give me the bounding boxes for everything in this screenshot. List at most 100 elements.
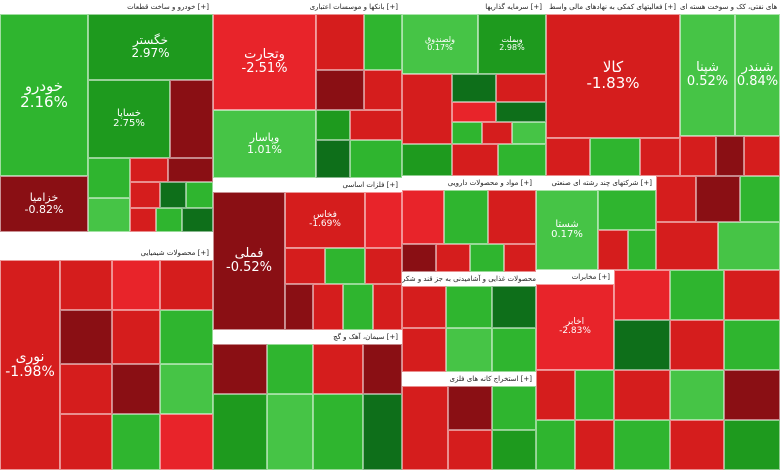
minor-stock-tile[interactable]: [718, 222, 780, 270]
sector-header[interactable]: سرمایه گذاریها [+]: [402, 0, 546, 14]
minor-stock-tile[interactable]: [130, 158, 168, 182]
minor-stock-tile[interactable]: [716, 136, 744, 176]
minor-stock-tile[interactable]: [446, 328, 492, 372]
minor-stock-tile[interactable]: [60, 310, 112, 364]
minor-stock-tile[interactable]: [696, 176, 740, 222]
minor-stock-tile[interactable]: [60, 364, 112, 414]
minor-stock-tile[interactable]: [402, 190, 444, 244]
minor-stock-tile[interactable]: [590, 138, 640, 176]
minor-stock-tile[interactable]: [492, 386, 536, 430]
minor-stock-tile[interactable]: [452, 74, 496, 102]
stock-tile[interactable]: وتجارت -2.51%: [213, 14, 316, 110]
minor-stock-tile[interactable]: [492, 328, 536, 372]
minor-stock-tile[interactable]: [492, 430, 536, 470]
minor-stock-tile[interactable]: [402, 328, 446, 372]
minor-stock-tile[interactable]: [130, 182, 160, 208]
minor-stock-tile[interactable]: [724, 320, 780, 370]
minor-stock-tile[interactable]: [343, 284, 373, 330]
minor-stock-tile[interactable]: [628, 230, 656, 270]
stock-tile[interactable]: کالا -1.83%: [546, 14, 680, 138]
sector-header[interactable]: مخابرات [+]: [536, 270, 614, 284]
stock-tile[interactable]: خساپا 2.75%: [88, 80, 170, 158]
minor-stock-tile[interactable]: [316, 14, 364, 70]
minor-stock-tile[interactable]: [512, 122, 546, 144]
sector-header[interactable]: فراورده های نفتی، کک و سوخت هسته ای [+]: [680, 0, 780, 14]
minor-stock-tile[interactable]: [160, 260, 213, 310]
minor-stock-tile[interactable]: [364, 14, 402, 70]
minor-stock-tile[interactable]: [402, 144, 452, 176]
minor-stock-tile[interactable]: [267, 344, 313, 394]
minor-stock-tile[interactable]: [313, 284, 343, 330]
minor-stock-tile[interactable]: [267, 394, 313, 470]
minor-stock-tile[interactable]: [364, 70, 402, 110]
minor-stock-tile[interactable]: [536, 370, 575, 420]
stock-tile[interactable]: اخابر -2.83%: [536, 284, 614, 370]
minor-stock-tile[interactable]: [402, 286, 446, 328]
minor-stock-tile[interactable]: [470, 244, 504, 272]
stock-tile[interactable]: خودرو 2.16%: [0, 14, 88, 176]
minor-stock-tile[interactable]: [402, 74, 452, 144]
sector-header[interactable]: محصولات غذایی و آشامیدنی به جز قند و شکر…: [402, 272, 536, 286]
minor-stock-tile[interactable]: [575, 370, 614, 420]
stock-tile[interactable]: نوری -1.98%: [0, 260, 60, 470]
sector-header[interactable]: سیمان، آهک و گچ [+]: [213, 330, 402, 344]
minor-stock-tile[interactable]: [614, 270, 670, 320]
minor-stock-tile[interactable]: [496, 74, 546, 102]
minor-stock-tile[interactable]: [363, 394, 402, 470]
minor-stock-tile[interactable]: [614, 320, 670, 370]
minor-stock-tile[interactable]: [482, 122, 512, 144]
minor-stock-tile[interactable]: [170, 80, 213, 158]
minor-stock-tile[interactable]: [448, 386, 492, 430]
minor-stock-tile[interactable]: [285, 284, 313, 330]
minor-stock-tile[interactable]: [452, 122, 482, 144]
minor-stock-tile[interactable]: [598, 190, 656, 230]
minor-stock-tile[interactable]: [504, 244, 536, 272]
minor-stock-tile[interactable]: [365, 248, 402, 284]
minor-stock-tile[interactable]: [740, 176, 780, 222]
minor-stock-tile[interactable]: [656, 176, 696, 222]
minor-stock-tile[interactable]: [213, 344, 267, 394]
stock-tile[interactable]: شپنا 0.52%: [680, 14, 735, 136]
minor-stock-tile[interactable]: [160, 364, 213, 414]
minor-stock-tile[interactable]: [112, 310, 160, 364]
minor-stock-tile[interactable]: [60, 414, 112, 470]
minor-stock-tile[interactable]: [496, 102, 546, 122]
minor-stock-tile[interactable]: [670, 270, 724, 320]
minor-stock-tile[interactable]: [444, 190, 488, 244]
minor-stock-tile[interactable]: [575, 420, 614, 470]
stock-tile[interactable]: فخاس -1.69%: [285, 192, 365, 248]
minor-stock-tile[interactable]: [452, 144, 498, 176]
minor-stock-tile[interactable]: [498, 144, 546, 176]
minor-stock-tile[interactable]: [492, 286, 536, 328]
minor-stock-tile[interactable]: [313, 344, 363, 394]
minor-stock-tile[interactable]: [402, 244, 436, 272]
minor-stock-tile[interactable]: [446, 286, 492, 328]
minor-stock-tile[interactable]: [670, 420, 724, 470]
minor-stock-tile[interactable]: [182, 208, 213, 232]
minor-stock-tile[interactable]: [373, 284, 402, 330]
minor-stock-tile[interactable]: [640, 138, 680, 176]
stock-tile[interactable]: وبملت 2.98%: [478, 14, 546, 74]
minor-stock-tile[interactable]: [448, 430, 492, 470]
minor-stock-tile[interactable]: [316, 140, 350, 178]
minor-stock-tile[interactable]: [724, 370, 780, 420]
minor-stock-tile[interactable]: [88, 158, 130, 198]
minor-stock-tile[interactable]: [724, 420, 780, 470]
sector-header[interactable]: استخراج کانه های فلزی [+]: [402, 372, 536, 386]
minor-stock-tile[interactable]: [112, 364, 160, 414]
minor-stock-tile[interactable]: [160, 414, 213, 470]
minor-stock-tile[interactable]: [156, 208, 182, 232]
stock-tile[interactable]: شستا 0.17%: [536, 190, 598, 270]
minor-stock-tile[interactable]: [452, 102, 496, 122]
stock-tile[interactable]: خگستر 2.97%: [88, 14, 213, 80]
minor-stock-tile[interactable]: [744, 136, 780, 176]
sector-header[interactable]: بانکها و موسسات اعتباری [+]: [213, 0, 402, 14]
stock-tile[interactable]: وپاسار 1.01%: [213, 110, 316, 178]
minor-stock-tile[interactable]: [112, 260, 160, 310]
minor-stock-tile[interactable]: [213, 394, 267, 470]
sector-header[interactable]: فلزات اساسی [+]: [213, 178, 402, 192]
sector-header[interactable]: خودرو و ساخت قطعات [+]: [0, 0, 213, 14]
minor-stock-tile[interactable]: [656, 222, 718, 270]
minor-stock-tile[interactable]: [363, 344, 402, 394]
minor-stock-tile[interactable]: [488, 190, 536, 244]
